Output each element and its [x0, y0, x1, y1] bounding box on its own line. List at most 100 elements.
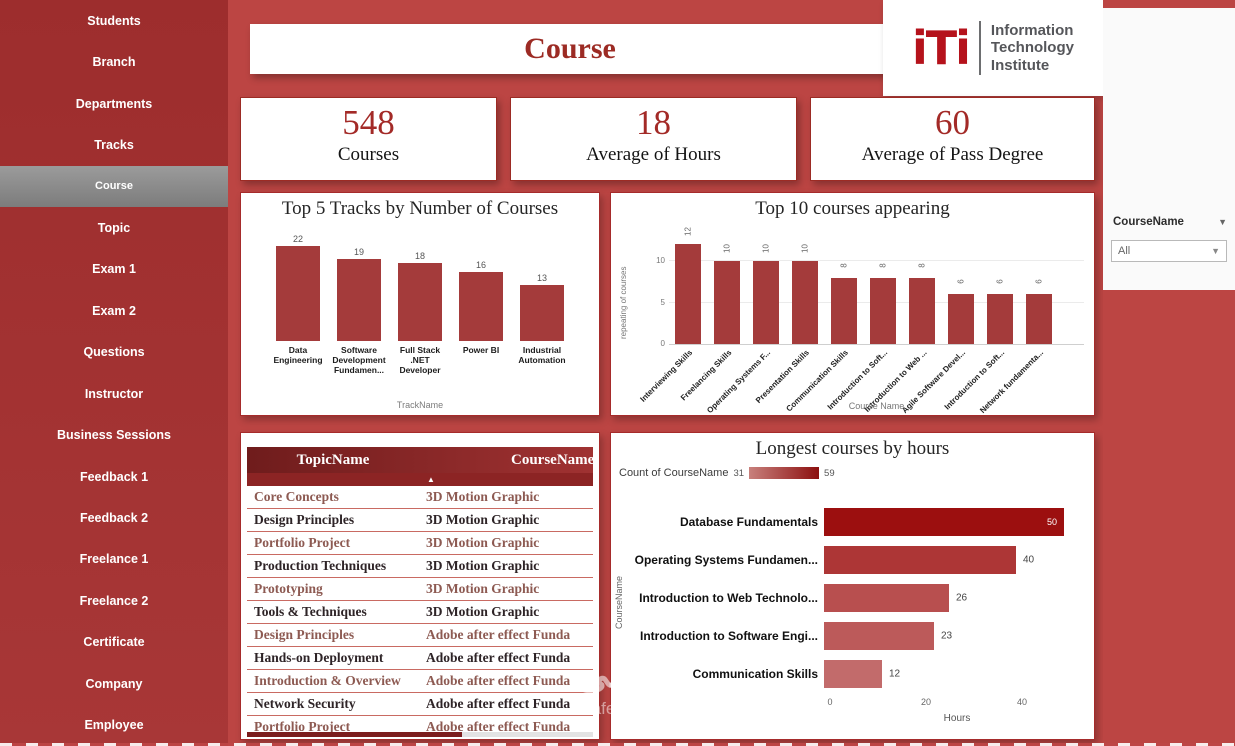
sidebar-item-questions[interactable]: Questions: [83, 345, 145, 360]
bar[interactable]: 8: [909, 263, 935, 344]
track-column: 18 Full Stack .NET Developer: [398, 233, 442, 385]
bar[interactable]: 12: [675, 227, 701, 344]
table-row[interactable]: Design Principles 3D Motion Graphic: [247, 509, 593, 532]
filter-selected-value: All: [1118, 245, 1131, 257]
track-column: 16 Power BI: [459, 233, 503, 385]
chart-title: Top 5 Tracks by Number of Courses: [281, 198, 559, 219]
sidebar-item-instructor[interactable]: Instructor: [84, 386, 144, 401]
scrollbar-thumb[interactable]: [247, 732, 462, 737]
sidebar-item-students[interactable]: Students: [87, 13, 141, 28]
sidebar-item-freelance-1[interactable]: Freelance 1: [79, 552, 149, 567]
bar[interactable]: [520, 285, 564, 341]
bar[interactable]: [276, 246, 320, 341]
table-row[interactable]: Core Concepts 3D Motion Graphic: [247, 486, 593, 509]
sidebar-item-branch[interactable]: Branch: [92, 55, 136, 70]
course-cell: Adobe after effect Funda: [426, 719, 571, 734]
bar[interactable]: [824, 622, 934, 650]
column-header-topicname[interactable]: TopicName: [296, 452, 370, 468]
category-label: Data Engineering: [273, 345, 323, 366]
category-label: Power BI: [462, 345, 500, 355]
table-row[interactable]: Network Security Adobe after effect Funda: [247, 693, 593, 716]
chart-title: Longest courses by hours: [755, 438, 950, 459]
sidebar-item-exam-1[interactable]: Exam 1: [92, 262, 136, 277]
table-row[interactable]: Production Techniques 3D Motion Graphic: [247, 555, 593, 578]
course-cell: Adobe after effect Funda: [426, 696, 571, 711]
sidebar-item-tracks[interactable]: Tracks: [94, 138, 134, 153]
sidebar-item-course[interactable]: Course: [0, 165, 228, 208]
bar[interactable]: 10: [792, 244, 818, 344]
sidebar-item-employee[interactable]: Employee: [84, 718, 144, 733]
column-header-coursename[interactable]: CourseName: [511, 452, 593, 468]
horizontal-scrollbar[interactable]: [247, 732, 593, 737]
table-row[interactable]: Tools & Techniques 3D Motion Graphic: [247, 601, 593, 624]
chevron-down-icon[interactable]: ▼: [1218, 217, 1227, 227]
topic-cell: Network Security: [254, 696, 356, 711]
table-row[interactable]: Design Principles Adobe after effect Fund…: [247, 624, 593, 647]
bar-value-label: 23: [941, 630, 953, 642]
table-row[interactable]: Introduction & Overview Adobe after effec…: [247, 670, 593, 693]
kpi-value: 60: [935, 103, 970, 142]
track-column: 13 Industrial Automation: [518, 233, 565, 385]
bar[interactable]: 8: [831, 263, 857, 344]
kpi-value: 548: [342, 103, 395, 142]
category-label: Industrial Automation: [518, 345, 566, 366]
bar-row: Database Fundamentals 50: [617, 503, 1084, 541]
table-row[interactable]: Prototyping 3D Motion Graphic: [247, 578, 593, 601]
bar[interactable]: [824, 546, 1016, 574]
bar-value-label: 26: [956, 592, 968, 604]
bar-value-label: 8: [839, 263, 849, 268]
bar[interactable]: 6: [948, 279, 974, 344]
legend-label: Count of CourseName: [619, 467, 729, 479]
category-label: Operating Systems Fundamen...: [634, 553, 818, 567]
sidebar-item-departments[interactable]: Departments: [75, 96, 153, 111]
bar-value-label: 16: [475, 260, 486, 270]
y-axis-tick: 10: [656, 256, 665, 265]
sidebar-item-topic[interactable]: Topic: [97, 220, 131, 235]
category-label: Introduction to Web Technolo...: [639, 591, 818, 605]
sidebar-item-certificate[interactable]: Certificate: [83, 635, 145, 650]
category-label: Communication Skills: [692, 667, 818, 681]
sidebar-item-feedback-1[interactable]: Feedback 1: [79, 469, 149, 484]
bar[interactable]: 10: [714, 244, 740, 344]
sidebar-item-business-sessions[interactable]: Business Sessions: [57, 428, 171, 443]
topic-cell: Portfolio Project: [254, 535, 351, 550]
bar-value-label: 10: [800, 244, 810, 253]
filter-field-header[interactable]: CourseName ▼: [1113, 216, 1227, 228]
bar[interactable]: [824, 584, 949, 612]
bar[interactable]: 10: [753, 244, 779, 344]
filter-pane: CourseName ▼ All ▼: [1103, 0, 1235, 746]
bar-row: Operating Systems Fundamen... 40: [617, 541, 1084, 579]
bar[interactable]: [459, 272, 503, 341]
sort-ascending-icon[interactable]: ▲: [427, 475, 435, 484]
x-axis-title: TrackName: [396, 400, 444, 410]
iti-logo: iTi Information Technology Institute: [883, 0, 1103, 96]
bar[interactable]: [824, 660, 882, 688]
table-sort-row: ▲: [247, 473, 593, 486]
course-cell: Adobe after effect Funda: [426, 673, 571, 688]
course-cell: 3D Motion Graphic: [426, 489, 540, 504]
table-body: Core Concepts 3D Motion Graphic Design Pri…: [247, 486, 593, 737]
bar-value-label: 10: [761, 244, 771, 253]
sidebar-item-exam-2[interactable]: Exam 2: [92, 303, 136, 318]
sidebar-item-company[interactable]: Company: [85, 676, 143, 691]
longest-courses-chart: Longest courses by hours Count of Course…: [610, 432, 1095, 740]
table-row[interactable]: Portfolio Project 3D Motion Graphic: [247, 532, 593, 555]
table-row[interactable]: Hands-on Deployment Adobe after effect Fu…: [247, 647, 593, 670]
sidebar-item-feedback-2[interactable]: Feedback 2: [79, 510, 149, 525]
bar-value-label: 13: [536, 273, 547, 283]
bar[interactable]: 8: [870, 263, 896, 344]
course-cell: 3D Motion Graphic: [426, 535, 540, 550]
bar[interactable]: [824, 508, 1064, 536]
filter-value-dropdown[interactable]: All ▼: [1111, 240, 1227, 262]
legend-gradient-swatch: [749, 467, 820, 479]
chevron-down-icon: ▼: [1211, 246, 1220, 256]
bar[interactable]: 6: [1026, 279, 1052, 344]
kpi-label: Courses: [337, 144, 400, 165]
color-legend: Count of CourseName 31 59: [619, 467, 835, 479]
bar[interactable]: 6: [987, 279, 1013, 344]
bar-value-label: 18: [414, 251, 425, 261]
table-row[interactable]: Portfolio Project Adobe after effect Fund…: [247, 716, 593, 737]
sidebar-item-freelance-2[interactable]: Freelance 2: [79, 593, 149, 608]
bar[interactable]: [337, 259, 381, 341]
bar[interactable]: [398, 263, 442, 341]
